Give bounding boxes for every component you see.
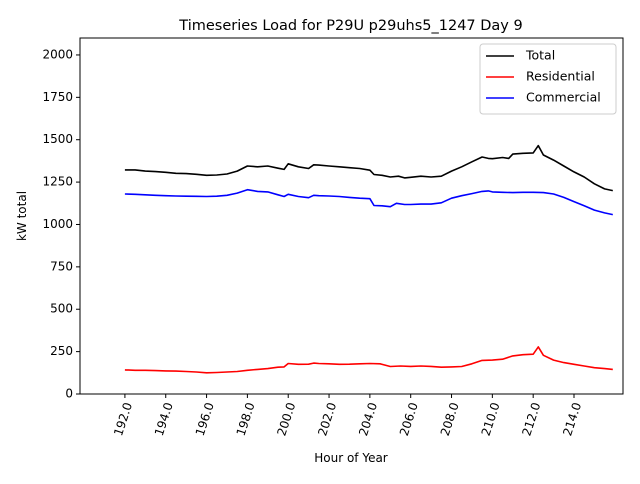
y-tick-label: 0 [65,387,73,401]
y-tick-label: 1750 [42,90,73,104]
legend-box [479,43,617,115]
series-line-commercial [124,188,613,216]
series-line-total [124,144,613,192]
y-tick-label: 750 [50,259,73,273]
legend-label-residential: Residential [526,69,595,84]
y-axis: 0 250 500 750 1000 1250 1500 1750 2000 [42,47,80,401]
chart-title: Timeseries Load for P29U p29uhs5_1247 Da… [178,18,522,34]
y-tick-label: 1500 [42,132,73,146]
y-axis-label: kW total [15,191,29,241]
legend-label-total: Total [525,48,555,63]
y-tick-label: 1250 [42,175,73,189]
x-axis-label: Hour of Year [314,451,388,465]
y-tick-label: 500 [50,302,73,316]
legend: Total Residential Commercial [479,43,617,115]
y-tick-label: 1000 [42,217,73,231]
legend-label-commercial: Commercial [526,90,601,105]
y-tick-label: 2000 [42,47,73,61]
y-tick-label: 250 [50,344,73,358]
series-line-residential [124,346,613,374]
plot-area-frame [79,37,624,395]
series-layer [124,144,613,374]
